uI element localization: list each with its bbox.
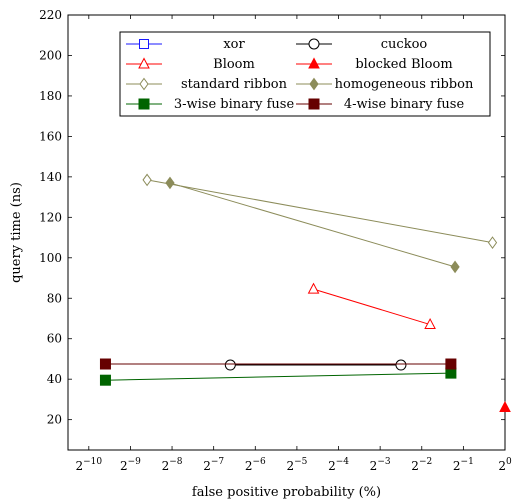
x-tick-label: 2−2 (411, 457, 432, 473)
y-tick-label: 100 (39, 251, 62, 265)
legend-item: standard ribbon (126, 77, 288, 92)
y-tick-label: 160 (39, 129, 62, 143)
data-point (165, 176, 175, 190)
legend-item: blocked Bloom (296, 57, 453, 72)
legend-marker (308, 57, 320, 69)
legend-item: homogeneous ribbon (296, 77, 474, 92)
series-3-wise-binary-fuse (99, 367, 457, 386)
x-axis-ticks: 2−10 2−9 2−8 2−7 2−6 2−5 2−4 2−3 2−2 2−1 20 (75, 15, 512, 473)
legend-marker (308, 98, 320, 110)
plot-area-border (67, 14, 506, 451)
legend-marker (309, 77, 319, 91)
x-axis-label: false positive probability (%) (192, 485, 381, 500)
legend-label: 3-wise binary fuse (174, 97, 295, 112)
legend-marker (139, 39, 149, 49)
x-tick-label: 2−7 (203, 457, 224, 473)
data-point (395, 359, 407, 371)
plot-frame (67, 14, 506, 451)
legend-marker (308, 38, 320, 50)
data-point (224, 359, 236, 371)
legend-label: cuckoo (381, 37, 428, 52)
legend-label: xor (223, 37, 245, 52)
data-point (450, 260, 460, 274)
legend-label: standard ribbon (181, 77, 288, 92)
y-tick-label: 180 (39, 89, 62, 103)
series-line (169, 182, 456, 268)
series-standard-ribbon (142, 173, 498, 249)
x-tick-label: 2−4 (328, 457, 349, 473)
data-point (99, 358, 111, 370)
series-line (146, 179, 493, 244)
legend-item: cuckoo (296, 37, 427, 52)
x-tick-label: 2−1 (453, 457, 474, 473)
y-tick-label: 220 (39, 8, 62, 22)
x-tick-label: 2−8 (162, 457, 183, 473)
data-point (487, 236, 498, 249)
legend-item: 3-wise binary fuse (126, 97, 294, 112)
series-4-wise-binary-fuse (99, 358, 457, 370)
x-tick-label: 2−3 (370, 457, 391, 473)
legend-label: Bloom (213, 57, 255, 72)
data-point (499, 400, 511, 413)
legend-item: Bloom (126, 57, 255, 72)
legend: xor cuckoo Bloom blocked Bloom standard ribb… (119, 31, 491, 117)
y-tick-label: 140 (39, 170, 62, 184)
series-bloom (307, 282, 436, 330)
legend-label: blocked Bloom (355, 57, 452, 72)
data-point (424, 317, 436, 330)
legend-marker (138, 57, 150, 69)
series-homogeneous-ribbon (165, 176, 460, 274)
x-tick-label: 20 (498, 457, 512, 473)
legend-label: 4-wise binary fuse (344, 97, 465, 112)
y-axis-ticks: 20 40 60 80 100 120 140 160 180 200 220 (39, 8, 505, 427)
y-axis-label: query time (ns) (9, 182, 24, 283)
y-tick-label: 120 (39, 210, 62, 224)
y-tick-label: 80 (47, 291, 62, 305)
legend-label: homogeneous ribbon (335, 77, 474, 92)
series-layer (99, 173, 511, 413)
data-point (445, 358, 457, 370)
legend-item: 4-wise binary fuse (296, 97, 464, 112)
y-tick-label: 200 (39, 48, 62, 62)
x-tick-label: 2−9 (120, 457, 141, 473)
data-point (307, 282, 320, 294)
y-tick-label: 40 (47, 372, 62, 386)
y-tick-label: 20 (47, 413, 62, 427)
data-point (445, 367, 457, 379)
legend-item: xor (126, 37, 245, 52)
data-point (99, 374, 111, 386)
series-blocked-bloom (499, 400, 511, 413)
x-tick-label: 2−6 (245, 457, 266, 473)
series-line (105, 372, 451, 381)
data-point (142, 173, 152, 187)
legend-marker (139, 77, 149, 91)
x-tick-label: 2−5 (286, 457, 307, 473)
y-tick-label: 60 (47, 332, 62, 346)
legend-marker (138, 98, 150, 110)
series-line (313, 288, 431, 326)
series-cuckoo (224, 359, 407, 371)
x-tick-label: 2−10 (75, 457, 102, 473)
legend-box (119, 31, 491, 117)
